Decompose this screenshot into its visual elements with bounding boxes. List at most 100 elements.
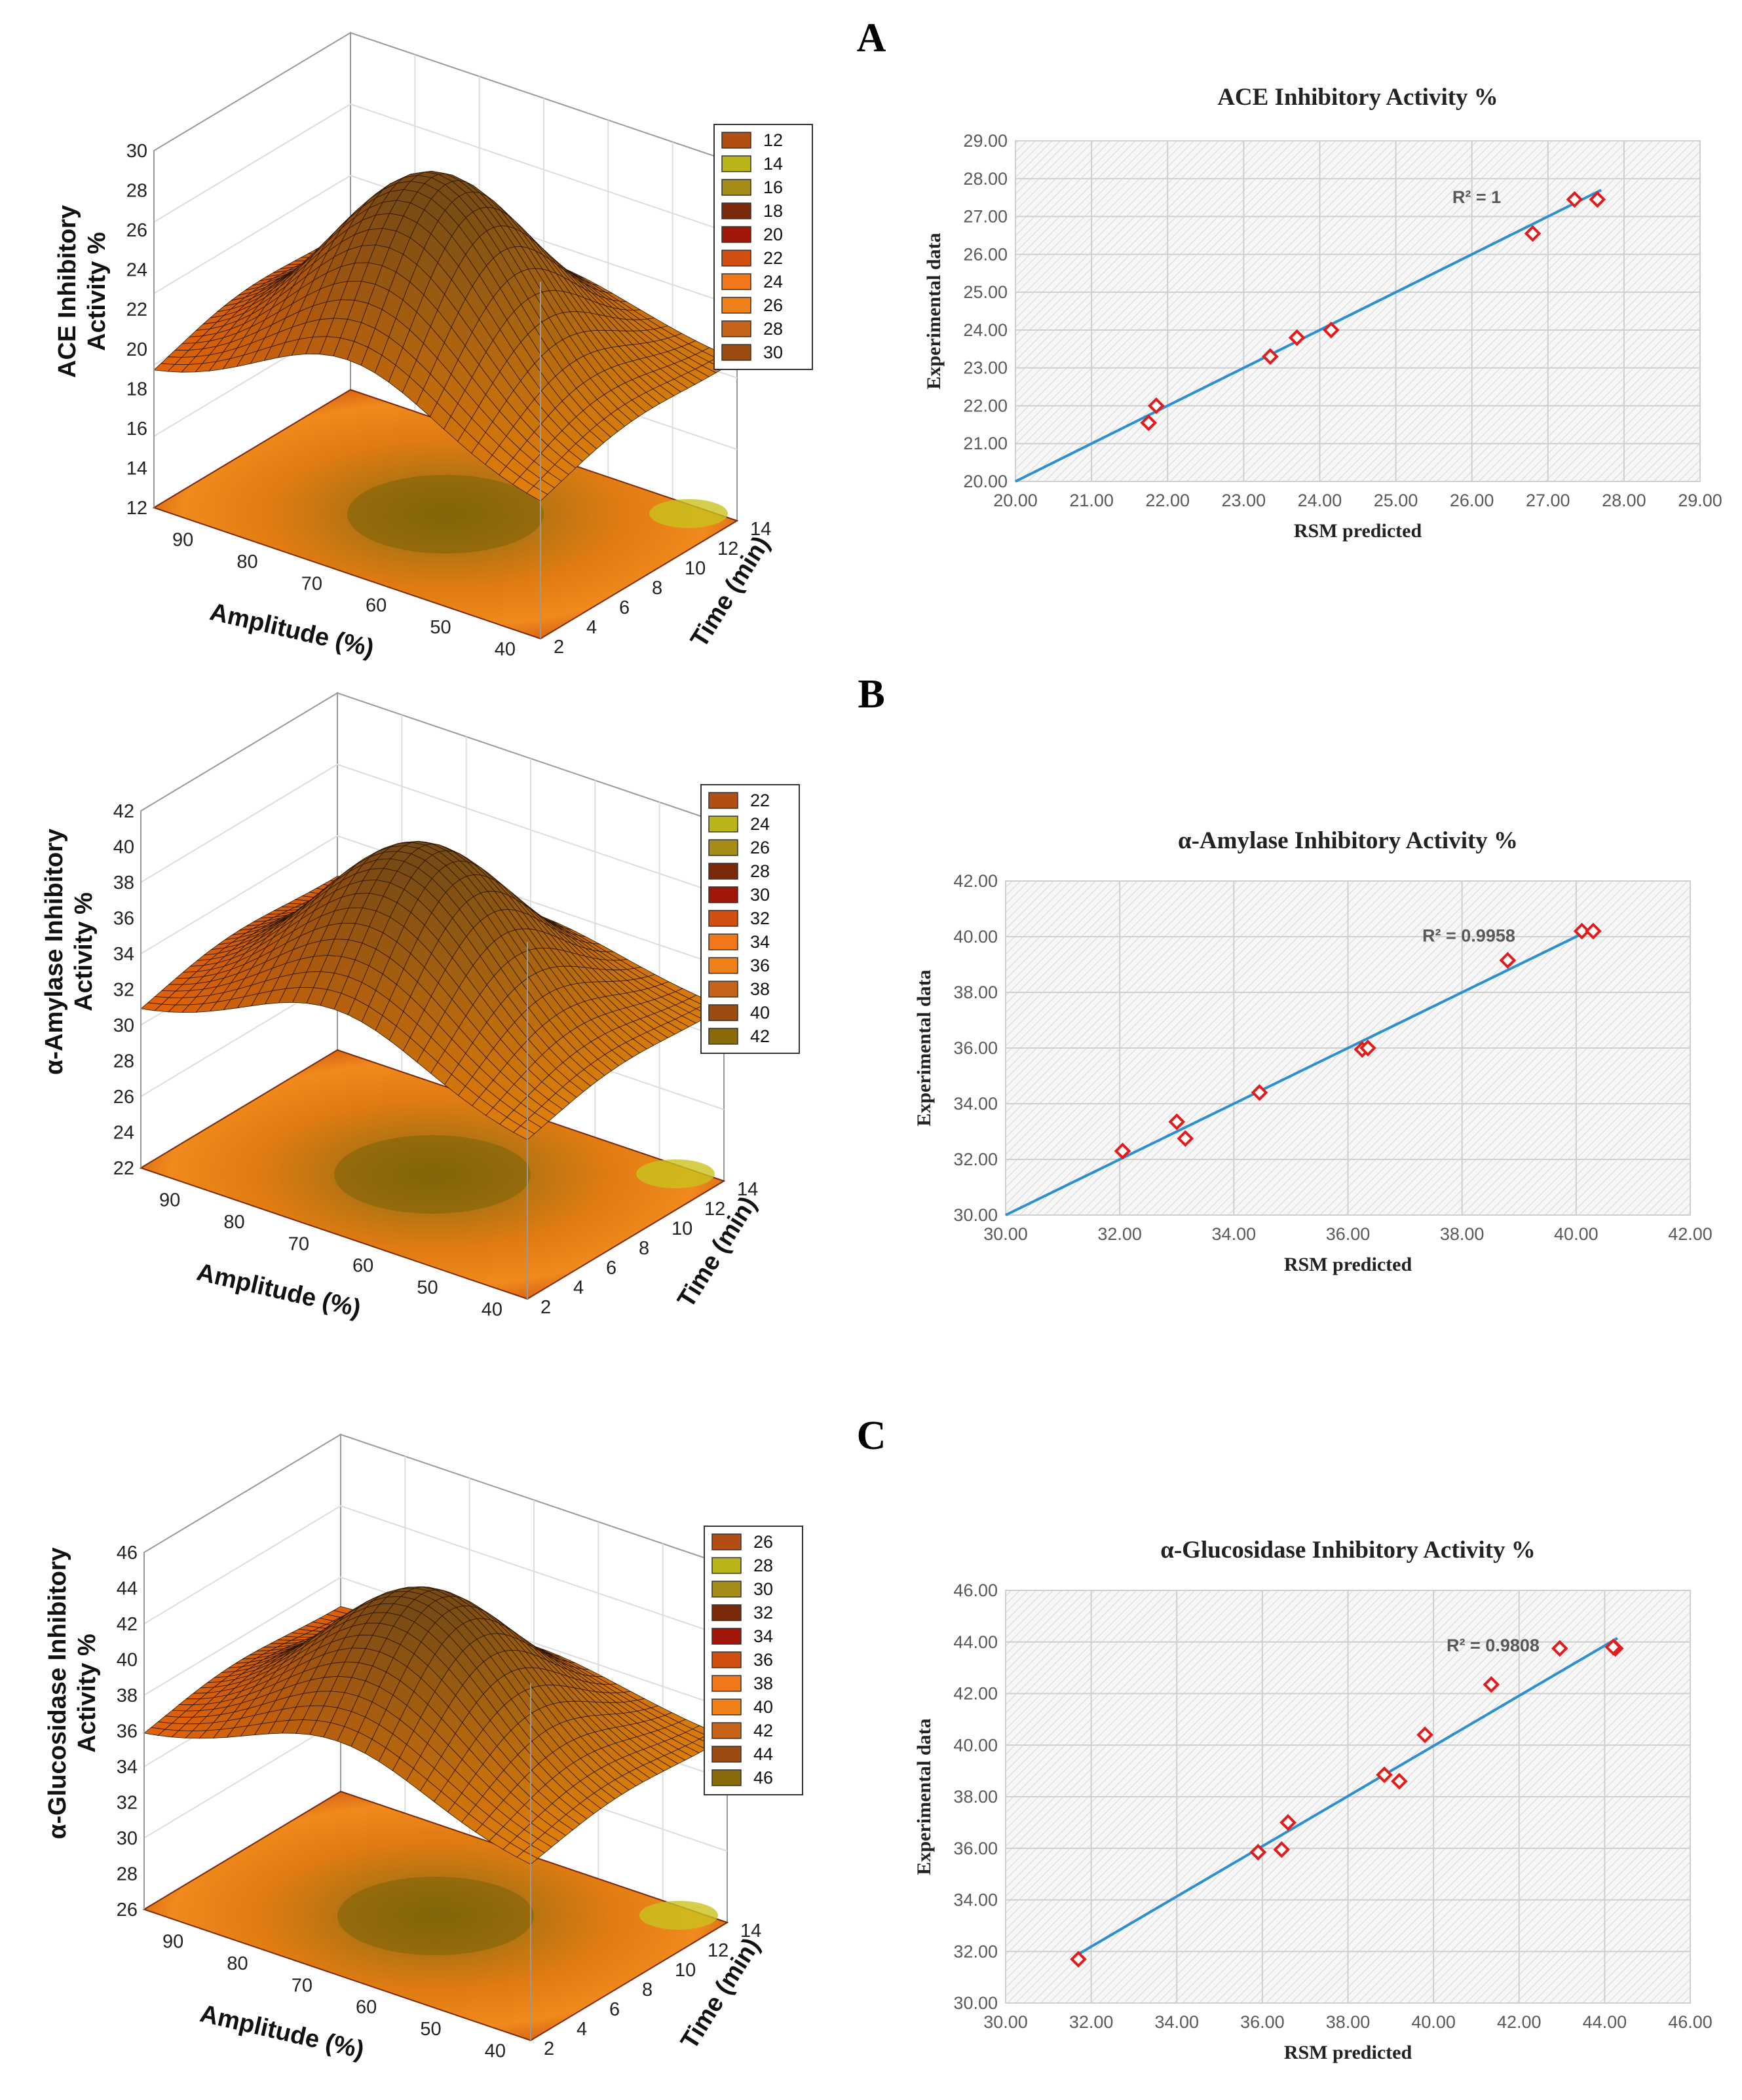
- panel-label: A: [857, 16, 886, 60]
- z-tick-label: 40: [117, 1650, 138, 1671]
- y-tick-label: 44.00: [953, 1632, 998, 1652]
- legend-label: 26: [763, 295, 783, 315]
- y-tick-label: 40.00: [953, 927, 998, 947]
- y-tick-label: 30.00: [953, 1205, 998, 1225]
- y-tick-label: 22.00: [963, 396, 1008, 415]
- data-point: [1551, 1640, 1568, 1657]
- surface-cell: [516, 1850, 539, 1865]
- legend-swatch: [711, 1722, 742, 1739]
- x-axis-title: Amplitude (%): [197, 2000, 366, 2064]
- wall-gridline: [153, 103, 738, 236]
- legend-swatch: [721, 155, 751, 172]
- y-tick-label: 21.00: [963, 434, 1008, 453]
- legend-label: 30: [753, 1579, 773, 1599]
- surface-cell: [513, 1125, 535, 1140]
- x-tick-label: 38.00: [1326, 2012, 1371, 2032]
- x-tick-label: 70: [288, 1233, 309, 1254]
- z-tick-label: 30: [126, 141, 147, 162]
- legend-label: 26: [750, 838, 770, 857]
- legend-swatch: [711, 1533, 742, 1550]
- z-tick-label: 14: [126, 458, 147, 479]
- legend-label: 42: [750, 1026, 770, 1046]
- legend-swatch: [708, 886, 738, 903]
- z-axis-title: α-Amylase Inhibitory: [41, 829, 68, 1075]
- contour-core: [337, 1877, 534, 1955]
- legend-label: 20: [763, 225, 783, 244]
- data-point: [1566, 191, 1583, 208]
- wall-gridline: [140, 834, 725, 967]
- z-axis-title: Activity %: [73, 1634, 101, 1753]
- legend-label: 32: [753, 1603, 773, 1622]
- x-tick-label: 22.00: [1145, 491, 1190, 510]
- x-tick-label: 40.00: [1411, 2012, 1456, 2032]
- y-tick-label: 6: [619, 597, 630, 618]
- legend-swatch: [711, 1604, 742, 1621]
- data-point: [1249, 1843, 1267, 1861]
- x-tick-label: 50: [420, 2019, 441, 2040]
- panel-label: B: [858, 672, 884, 717]
- y-tick-label: 27.00: [963, 207, 1008, 227]
- wall-gridline: [143, 1505, 728, 1638]
- data-point: [1524, 225, 1542, 242]
- y-tick-label: 2: [554, 637, 564, 658]
- legend-label: 30: [763, 343, 783, 362]
- y-tick-label: 38.00: [953, 1787, 998, 1807]
- legend-swatch: [711, 1675, 742, 1692]
- y-tick-label: 8: [652, 578, 662, 599]
- z-tick-label: 22: [126, 299, 147, 320]
- r-squared-label: R² = 0.9808: [1447, 1636, 1540, 1655]
- y-tick-label: 36.00: [953, 1038, 998, 1058]
- data-point: [1262, 348, 1279, 366]
- legend-label: 42: [753, 1721, 773, 1740]
- x-tick-label: 90: [159, 1190, 180, 1211]
- y-tick-label: 34.00: [953, 1890, 998, 1910]
- legend-label: 34: [753, 1626, 773, 1646]
- surface-cell: [526, 485, 548, 502]
- legend-swatch: [708, 792, 738, 809]
- x-tick-label: 21.00: [1069, 491, 1114, 510]
- x-tick-label: 60: [366, 595, 387, 616]
- legend-swatch: [708, 933, 738, 950]
- z-tick-label: 22: [113, 1158, 134, 1179]
- legend-swatch: [721, 273, 751, 290]
- legend-label: 24: [750, 814, 770, 834]
- x-tick-label: 50: [430, 617, 451, 638]
- legend-swatch: [708, 981, 738, 998]
- y-tick-label: 20.00: [963, 472, 1008, 491]
- x-tick-label: 28.00: [1602, 491, 1646, 510]
- legend-label: 28: [763, 319, 783, 339]
- legend-label: 46: [753, 1768, 773, 1788]
- legend-swatch: [711, 1746, 742, 1763]
- contour-core: [347, 475, 544, 553]
- x-tick-label: 32.00: [1097, 1224, 1142, 1244]
- color-legend: 26 28 30 32 34 36 38 40 42 44 46: [704, 1526, 803, 1795]
- legend-swatch: [708, 910, 738, 927]
- x-axis-label: RSM predicted: [1284, 1254, 1412, 1275]
- legend-label: 22: [763, 248, 783, 268]
- z-tick-label: 24: [113, 1123, 134, 1144]
- x-tick-label: 23.00: [1222, 491, 1266, 510]
- legend-swatch: [711, 1581, 742, 1598]
- z-tick-label: 30: [117, 1828, 138, 1849]
- legend-label: 28: [750, 861, 770, 881]
- x-tick-label: 34.00: [1212, 1224, 1257, 1244]
- x-tick-label: 36.00: [1326, 1224, 1371, 1244]
- y-tick-label: 36.00: [953, 1839, 998, 1858]
- z-tick-label: 34: [113, 944, 134, 965]
- y-tick-label: 30.00: [953, 1993, 998, 2013]
- data-point: [1359, 1040, 1376, 1057]
- x-tick-label: 34.00: [1154, 2012, 1199, 2032]
- legend-label: 38: [753, 1674, 773, 1693]
- chart-title: α-Amylase Inhibitory Activity %: [1178, 827, 1518, 854]
- z-tick-label: 28: [117, 1864, 138, 1885]
- y-tick-label: 12: [717, 538, 738, 559]
- y-tick-label: 32.00: [953, 1150, 998, 1169]
- parity-chart: 20.00 21.00 22.00 23.00 24.00 25.00 26.00 27.00…: [923, 84, 1722, 542]
- x-axis-title: Amplitude (%): [207, 598, 376, 662]
- x-tick-label: 70: [301, 573, 322, 594]
- legend-swatch: [711, 1651, 742, 1668]
